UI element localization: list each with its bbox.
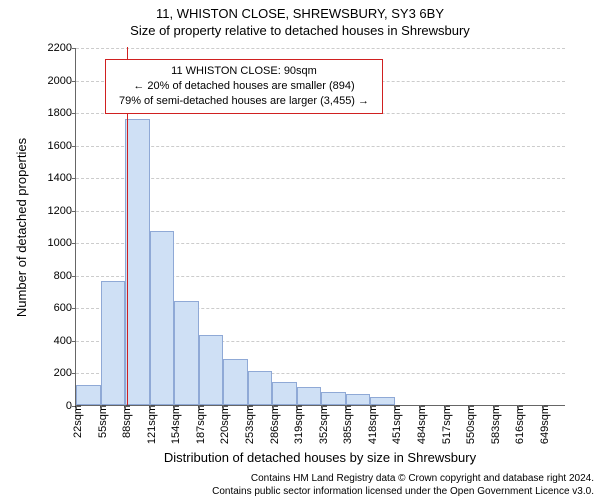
x-tick-label: 286sqm xyxy=(269,405,281,444)
info-box: 11 WHISTON CLOSE: 90sqm← 20% of detached… xyxy=(105,59,383,114)
title-group: 11, WHISTON CLOSE, SHREWSBURY, SY3 6BY S… xyxy=(0,6,600,40)
histogram-bar xyxy=(346,394,371,405)
info-box-line: 11 WHISTON CLOSE: 90sqm xyxy=(114,64,374,79)
y-tick-label: 1600 xyxy=(48,140,72,152)
x-tick-label: 154sqm xyxy=(170,405,182,444)
histogram-bar xyxy=(150,231,175,405)
y-tick-label: 400 xyxy=(54,335,72,347)
grid-line xyxy=(76,48,565,49)
footer: Contains HM Land Registry data © Crown c… xyxy=(212,473,594,498)
histogram-bar xyxy=(101,281,126,405)
histogram-bar xyxy=(297,387,322,405)
histogram-bar xyxy=(174,301,199,405)
title-line-2: Size of property relative to detached ho… xyxy=(0,23,600,40)
y-tick-label: 1200 xyxy=(48,205,72,217)
x-tick-label: 319sqm xyxy=(293,405,305,444)
histogram-bar xyxy=(125,119,150,405)
x-tick-label: 616sqm xyxy=(514,405,526,444)
title-line-1: 11, WHISTON CLOSE, SHREWSBURY, SY3 6BY xyxy=(0,6,600,23)
info-box-line: ← 20% of detached houses are smaller (89… xyxy=(114,79,374,94)
y-tick-label: 2200 xyxy=(48,42,72,54)
footer-line-2: Contains public sector information licen… xyxy=(212,486,594,499)
info-box-line: 79% of semi-detached houses are larger (… xyxy=(114,94,374,109)
x-tick-label: 451sqm xyxy=(391,405,403,444)
y-tick-label: 1800 xyxy=(48,107,72,119)
footer-line-1: Contains HM Land Registry data © Crown c… xyxy=(212,473,594,486)
figure: 11, WHISTON CLOSE, SHREWSBURY, SY3 6BY S… xyxy=(0,0,600,500)
x-tick-label: 220sqm xyxy=(219,405,231,444)
y-tick-container: 0200400600800100012001400160018002000220… xyxy=(0,48,75,406)
x-tick-label: 253sqm xyxy=(244,405,256,444)
histogram-bar xyxy=(321,392,346,405)
x-tick-label: 187sqm xyxy=(195,405,207,444)
x-tick-label: 22sqm xyxy=(72,405,84,438)
histogram-bar xyxy=(370,397,395,405)
x-tick-label: 385sqm xyxy=(342,405,354,444)
histogram-bar xyxy=(199,335,224,405)
x-tick-label: 418sqm xyxy=(367,405,379,444)
x-tick-label: 55sqm xyxy=(97,405,109,438)
y-tick-label: 600 xyxy=(54,302,72,314)
x-tick-label: 550sqm xyxy=(465,405,477,444)
y-tick-label: 800 xyxy=(54,270,72,282)
x-tick-label: 484sqm xyxy=(416,405,428,444)
x-tick-label: 121sqm xyxy=(146,405,158,444)
x-tick-label: 583sqm xyxy=(490,405,502,444)
x-tick-label: 517sqm xyxy=(441,405,453,444)
y-tick-label: 200 xyxy=(54,367,72,379)
y-tick-label: 1400 xyxy=(48,172,72,184)
x-tick-label: 88sqm xyxy=(121,405,133,438)
histogram-bar xyxy=(223,359,248,405)
x-tick-label: 649sqm xyxy=(539,405,551,444)
histogram-bar xyxy=(248,371,273,405)
y-tick-label: 0 xyxy=(66,400,72,412)
x-axis-label: Distribution of detached houses by size … xyxy=(75,450,565,465)
histogram-bar xyxy=(272,382,297,405)
y-tick-label: 1000 xyxy=(48,237,72,249)
histogram-bar xyxy=(76,385,101,405)
x-tick-label: 352sqm xyxy=(318,405,330,444)
y-tick-label: 2000 xyxy=(48,75,72,87)
